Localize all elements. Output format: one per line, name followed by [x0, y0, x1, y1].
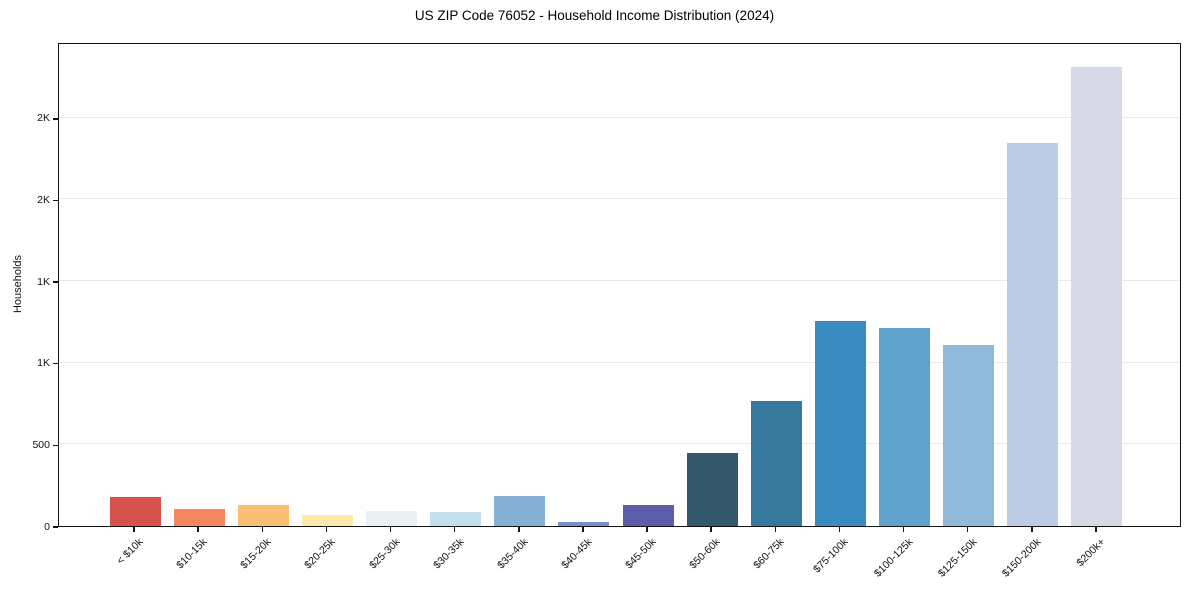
x-tick-mark-9	[710, 527, 712, 532]
x-tick-mark-15	[1095, 527, 1097, 532]
bar-$60-75k	[750, 400, 802, 526]
x-tick-mark-1	[197, 527, 199, 532]
x-tick-mark-10	[774, 527, 777, 532]
y-tick-mark-0	[53, 526, 58, 528]
y-tick-label-500: 500	[32, 438, 50, 451]
gridline-1000	[59, 361, 1180, 363]
x-tick-mark-12	[902, 527, 905, 532]
y-tick-label-2000: 2K	[37, 193, 50, 206]
bar-$45-50k	[622, 505, 674, 526]
bar-< $10k	[109, 497, 161, 526]
plot-area	[58, 43, 1181, 527]
bar-$75-100k	[814, 321, 866, 526]
x-tick-label-0: < $10k	[114, 536, 146, 567]
bar-$35-40k	[494, 495, 546, 526]
chart-title: US ZIP Code 76052 - Household Income Dis…	[414, 8, 775, 23]
y-tick-mark-1500	[53, 281, 58, 283]
y-tick-label-1000: 1K	[37, 357, 50, 370]
bar-$25-30k	[366, 511, 418, 526]
x-tick-label-6: $35-40k	[494, 536, 531, 572]
y-tick-mark-2500	[53, 118, 58, 120]
bar-$50-60k	[686, 453, 738, 526]
y-tick-mark-500	[53, 444, 58, 447]
x-tick-label-5: $30-35k	[430, 536, 467, 572]
bar-$150-200k	[1007, 142, 1059, 526]
bar-$10-15k	[173, 508, 225, 526]
bar-$200k+	[1071, 67, 1123, 526]
bar-$15-20k	[237, 504, 289, 526]
gridline-2000	[59, 198, 1180, 200]
x-tick-label-7: $40-45k	[559, 536, 595, 572]
x-tick-mark-2	[261, 527, 263, 532]
y-tick-label-1500: 1K	[37, 275, 50, 288]
x-tick-label-4: $25-30k	[366, 536, 403, 572]
gridline-500	[59, 443, 1180, 445]
x-tick-mark-3	[325, 527, 328, 532]
bar-$40-45k	[558, 521, 610, 526]
gridline-1500	[59, 280, 1180, 282]
x-tick-mark-5	[453, 527, 456, 532]
x-tick-label-10: $60-75k	[751, 536, 787, 572]
x-tick-label-8: $45-50k	[623, 536, 659, 572]
bar-$100-125k	[879, 328, 931, 526]
gridline-2500	[59, 116, 1180, 118]
x-tick-mark-14	[1031, 527, 1033, 532]
x-tick-label-14: $150-200k	[999, 536, 1044, 580]
y-tick-label-2500: 2K	[37, 112, 50, 125]
x-tick-mark-7	[582, 527, 584, 532]
x-tick-label-11: $75-100k	[811, 536, 851, 576]
y-tick-mark-2000	[53, 199, 58, 202]
x-tick-label-13: $125-150k	[935, 536, 980, 580]
x-tick-mark-6	[518, 527, 520, 532]
bar-$20-25k	[301, 515, 353, 526]
x-tick-label-1: $10-15k	[174, 536, 210, 572]
bar-$125-150k	[943, 345, 995, 526]
x-tick-mark-8	[646, 527, 648, 532]
x-tick-mark-4	[389, 527, 392, 532]
y-tick-label-0: 0	[44, 520, 50, 533]
x-tick-mark-0	[133, 527, 135, 532]
x-tick-label-12: $100-125k	[871, 536, 916, 580]
x-tick-label-15: $200k+	[1074, 536, 1108, 570]
x-tick-mark-13	[966, 527, 969, 532]
x-tick-label-2: $15-20k	[238, 536, 274, 572]
x-tick-label-3: $20-25k	[302, 536, 338, 572]
x-tick-mark-11	[838, 527, 841, 532]
y-tick-mark-1000	[53, 362, 58, 365]
x-tick-label-9: $50-60k	[687, 536, 723, 572]
bar-$30-35k	[430, 512, 482, 526]
